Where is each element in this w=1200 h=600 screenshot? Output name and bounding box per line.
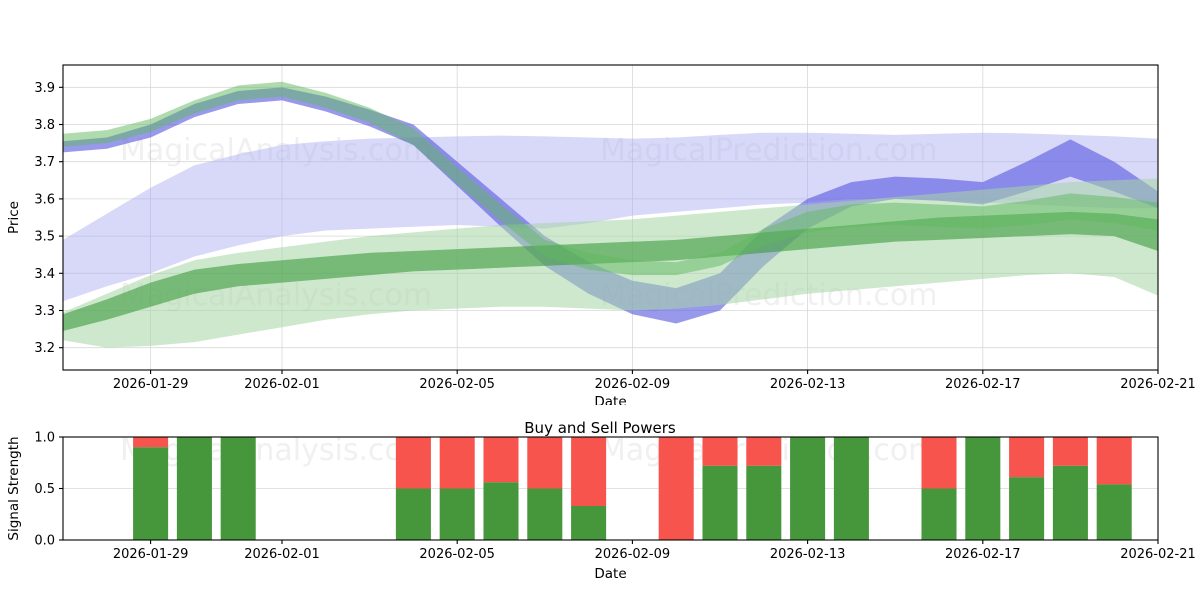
y-tick-label: 3.7 xyxy=(34,155,55,170)
x-tick-label: 2026-01-29 xyxy=(113,377,189,392)
y-tick-label: 0.5 xyxy=(34,482,55,497)
buy-power-bar xyxy=(483,482,519,540)
x-tick-label: 2026-02-21 xyxy=(1120,547,1196,562)
sell-power-bar xyxy=(1052,437,1088,466)
y-tick-label: 3.5 xyxy=(34,230,55,245)
buy-power-bar xyxy=(133,447,169,540)
buy-power-bar xyxy=(1052,465,1088,540)
sell-power-bar xyxy=(133,437,169,448)
plot-frame xyxy=(62,64,1159,371)
x-tick-label: 2026-02-21 xyxy=(1120,377,1196,392)
sell-power-bar xyxy=(439,437,475,489)
sell-power-bar xyxy=(483,437,519,483)
sell-power-bar xyxy=(527,437,563,489)
buy-sell-powers-chart: MagicalAnalysis.comMagicalPrediction.com… xyxy=(6,431,1196,583)
watermark-text: MagicalAnalysis.com xyxy=(120,133,432,168)
sell-power-bar xyxy=(702,437,738,466)
y-tick-label: 3.4 xyxy=(34,267,55,282)
sell-power-bar xyxy=(571,437,607,507)
x-tick-label: 2026-02-05 xyxy=(419,547,495,562)
sell-power-bar xyxy=(921,437,957,489)
y-tick-label: 3.8 xyxy=(34,118,55,133)
sell-power-bar xyxy=(658,437,694,540)
watermark-text: MagicalAnalysis.com xyxy=(120,433,432,468)
buy-power-bar xyxy=(746,465,782,540)
y-axis-title: Price xyxy=(6,201,22,234)
buy-power-bar xyxy=(439,488,475,540)
x-axis-title: Date xyxy=(594,394,626,405)
buy-sell-title-wrap: Buy and Sell Powers xyxy=(0,418,1200,437)
y-tick-label: 3.6 xyxy=(34,192,55,207)
y-tick-label: 1.0 xyxy=(34,431,55,446)
buy-power-bar xyxy=(395,488,431,540)
x-tick-label: 2026-02-13 xyxy=(770,547,846,562)
y-tick-label: 0.0 xyxy=(34,534,55,549)
y-tick-label: 3.3 xyxy=(34,304,55,319)
x-tick-label: 2026-02-17 xyxy=(945,377,1021,392)
y-tick-label: 3.9 xyxy=(34,81,55,96)
band-green-core-band xyxy=(63,211,1158,331)
buy-power-bar xyxy=(1009,477,1045,540)
sell-power-bar xyxy=(395,437,431,489)
buy-power-bar xyxy=(176,437,212,540)
sell-power-bar xyxy=(1009,437,1045,478)
x-tick-label: 2026-02-09 xyxy=(595,547,671,562)
price-wave-chart: MagicalAnalysis.com MagicalPrediction.com… xyxy=(0,0,1200,405)
clip-bottom xyxy=(0,371,1200,405)
buy-power-bar xyxy=(1096,484,1132,540)
buy-power-bar xyxy=(571,506,607,540)
y-tick-label: 3.2 xyxy=(34,341,55,356)
x-tick-label: 2026-02-01 xyxy=(244,547,320,562)
watermark-text: MagicalPrediction.com xyxy=(600,133,938,168)
x-tick-label: 2026-02-17 xyxy=(945,547,1021,562)
x-axis-title: Date xyxy=(594,566,626,582)
sell-power-bar xyxy=(1096,437,1132,485)
sell-power-bar xyxy=(746,437,782,466)
band-blue-outer-envelope xyxy=(63,132,1158,302)
x-tick-label: 2026-02-13 xyxy=(770,377,846,392)
y-axis-title: Signal Strength xyxy=(6,436,22,540)
clip-left xyxy=(0,0,63,405)
buy-power-bar xyxy=(965,437,1001,540)
buy-power-bar xyxy=(833,437,869,540)
clip-right xyxy=(1159,0,1200,405)
x-tick-label: 2026-02-01 xyxy=(244,377,320,392)
buy-power-bar xyxy=(790,437,826,540)
x-tick-label: 2026-01-29 xyxy=(113,547,189,562)
buy-power-bar xyxy=(527,488,563,540)
buy-sell-title: Buy and Sell Powers xyxy=(524,419,676,437)
clip-top xyxy=(0,0,1200,65)
x-tick-label: 2026-02-05 xyxy=(419,377,495,392)
buy-power-bar xyxy=(220,437,256,540)
buy-power-bar xyxy=(702,465,738,540)
x-tick-label: 2026-02-09 xyxy=(595,377,671,392)
buy-power-bar xyxy=(921,488,957,540)
